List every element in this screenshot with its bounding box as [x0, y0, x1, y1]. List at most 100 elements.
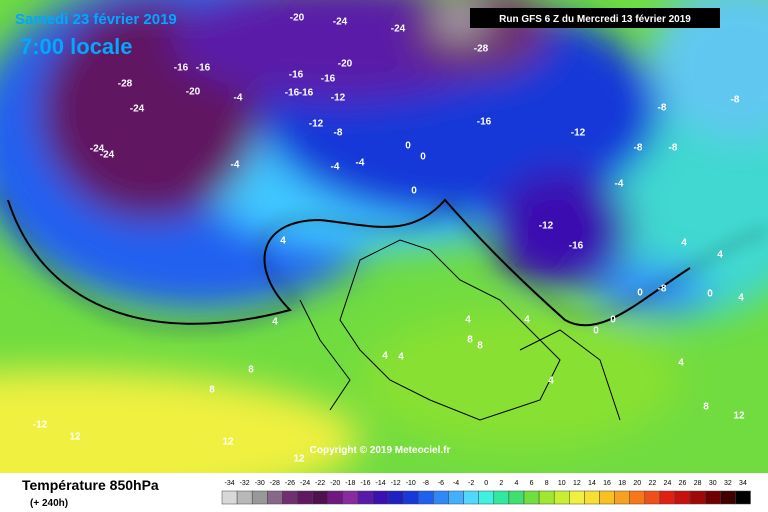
- contour-label: 12: [69, 432, 81, 443]
- contour-label: 0: [405, 141, 411, 152]
- scale-label: -2: [468, 480, 474, 487]
- scale-swatch: [251, 490, 268, 505]
- contour-label: 4: [678, 358, 684, 369]
- scale-label: -8: [423, 480, 429, 487]
- contour-label: -24: [90, 144, 105, 155]
- contour-label: -16: [196, 63, 211, 74]
- scale-label: 26: [679, 480, 687, 487]
- contour-label: 4: [717, 250, 723, 261]
- scale-label: 0: [484, 480, 488, 487]
- contour-label: 4: [280, 236, 286, 247]
- contour-label: 12: [293, 454, 305, 465]
- contour-label: -8: [731, 95, 740, 106]
- contour-label: -12: [309, 119, 324, 130]
- scale-label: 28: [694, 480, 702, 487]
- scale-label: 34: [739, 480, 747, 487]
- scale-swatch: [433, 490, 449, 505]
- contour-label: 0: [593, 326, 599, 337]
- contour-label: -12: [571, 128, 586, 139]
- map-date: Samedi 23 février 2019: [15, 11, 177, 28]
- scale-swatch: [689, 490, 706, 505]
- contour-label: -16: [289, 70, 304, 81]
- scale-label: 24: [664, 480, 672, 487]
- contour-label: 4: [548, 376, 554, 387]
- scale-swatch: [523, 490, 540, 505]
- contour-label: 8: [248, 365, 254, 376]
- scale-swatch: [221, 490, 238, 505]
- scale-label: 22: [648, 480, 656, 487]
- scale-swatch: [448, 490, 464, 505]
- scale-label: 16: [603, 480, 611, 487]
- contour-label: 8: [477, 341, 483, 352]
- scale-label: -30: [255, 480, 265, 487]
- contour-label: 4: [681, 238, 687, 249]
- contour-label: 8: [467, 335, 473, 346]
- scale-swatch: [418, 490, 434, 505]
- contour-label: -8: [658, 103, 667, 114]
- run-info: Run GFS 6 Z du Mercredi 13 février 2019: [499, 14, 691, 25]
- scale-label: 10: [558, 480, 566, 487]
- contour-label: -8: [634, 143, 643, 154]
- scale-swatch: [644, 490, 661, 505]
- contour-label: -16: [477, 117, 492, 128]
- scale-label: 30: [709, 480, 717, 487]
- contour-label: 0: [411, 186, 417, 197]
- contour-label: -20: [186, 87, 201, 98]
- scale-swatch: [614, 490, 630, 505]
- scale-label: -18: [345, 480, 355, 487]
- scale-label: -6: [438, 480, 444, 487]
- field-title: Température 850hPa: [22, 477, 159, 493]
- scale-swatch: [704, 490, 721, 505]
- scale-label: -32: [240, 480, 250, 487]
- map-time: 7:00 locale: [20, 34, 133, 59]
- contour-label: -24: [333, 17, 348, 28]
- scale-swatch: [629, 490, 646, 505]
- scale-swatch: [267, 490, 283, 505]
- run-box: [470, 8, 720, 28]
- scale-swatch: [372, 490, 389, 505]
- scale-swatch: [538, 490, 555, 505]
- contour-label: -4: [331, 162, 340, 173]
- contour-label: 4: [382, 351, 388, 362]
- contour-label: 8: [209, 385, 215, 396]
- contour-label: -16: [569, 241, 584, 252]
- contour-label: 0: [420, 152, 426, 163]
- contour-label: -4: [231, 160, 240, 171]
- contour-label: 0: [707, 289, 713, 300]
- contour-label: 12: [222, 437, 234, 448]
- scale-label: -28: [270, 480, 280, 487]
- contour-label: -16: [285, 88, 300, 99]
- scale-label: 14: [588, 480, 596, 487]
- scale-swatch: [357, 490, 374, 505]
- contour-label: -8: [669, 143, 678, 154]
- scale-label: -16: [360, 480, 370, 487]
- contour-label: -20: [338, 59, 353, 70]
- scale-label: 32: [724, 480, 732, 487]
- scale-swatch: [342, 490, 359, 505]
- contour-label: -24: [100, 150, 115, 161]
- scale-swatch: [599, 490, 615, 505]
- contour-label: -12: [33, 420, 48, 431]
- scale-swatch: [402, 490, 419, 505]
- contour-label: 4: [465, 315, 471, 326]
- scale-label: 6: [530, 480, 534, 487]
- scale-label: -26: [285, 480, 295, 487]
- contour-label: -16: [299, 88, 314, 99]
- contour-label: -24: [391, 24, 406, 35]
- contour-label: -12: [331, 93, 346, 104]
- scale-label: -4: [453, 480, 459, 487]
- scale-swatch: [735, 490, 751, 505]
- contour-label: -8: [334, 128, 343, 139]
- contour-label: -20: [290, 13, 305, 24]
- scale-label: -12: [391, 480, 401, 487]
- contour-label: 4: [398, 352, 404, 363]
- contour-label: 4: [524, 315, 530, 326]
- scale-swatch: [508, 490, 525, 505]
- contour-label: 12: [733, 411, 745, 422]
- scale-swatch: [493, 490, 510, 505]
- scale-label: 4: [514, 480, 518, 487]
- contour-label: 4: [272, 317, 278, 328]
- scale-swatch: [387, 490, 404, 505]
- scale-label: 12: [573, 480, 581, 487]
